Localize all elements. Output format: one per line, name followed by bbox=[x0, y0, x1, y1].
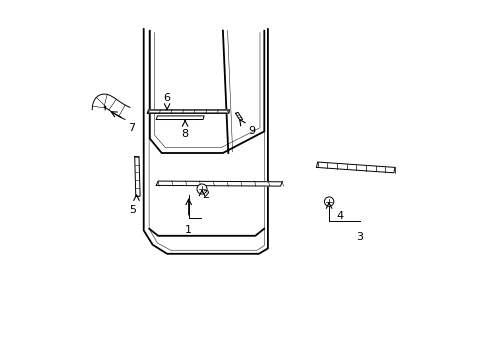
Polygon shape bbox=[156, 116, 204, 120]
Circle shape bbox=[197, 184, 206, 194]
Polygon shape bbox=[316, 162, 394, 173]
Polygon shape bbox=[235, 112, 242, 121]
Text: 7: 7 bbox=[128, 123, 136, 134]
Text: 3: 3 bbox=[355, 232, 363, 242]
Text: 1: 1 bbox=[185, 225, 192, 235]
Text: 9: 9 bbox=[247, 126, 255, 136]
Circle shape bbox=[324, 197, 333, 206]
Text: 5: 5 bbox=[129, 205, 136, 215]
Text: 2: 2 bbox=[202, 190, 209, 200]
Text: 6: 6 bbox=[163, 93, 170, 103]
Polygon shape bbox=[147, 110, 229, 113]
Text: 4: 4 bbox=[336, 211, 343, 221]
Polygon shape bbox=[92, 94, 130, 120]
Text: 8: 8 bbox=[181, 129, 188, 139]
Polygon shape bbox=[156, 181, 282, 186]
Polygon shape bbox=[134, 157, 140, 196]
